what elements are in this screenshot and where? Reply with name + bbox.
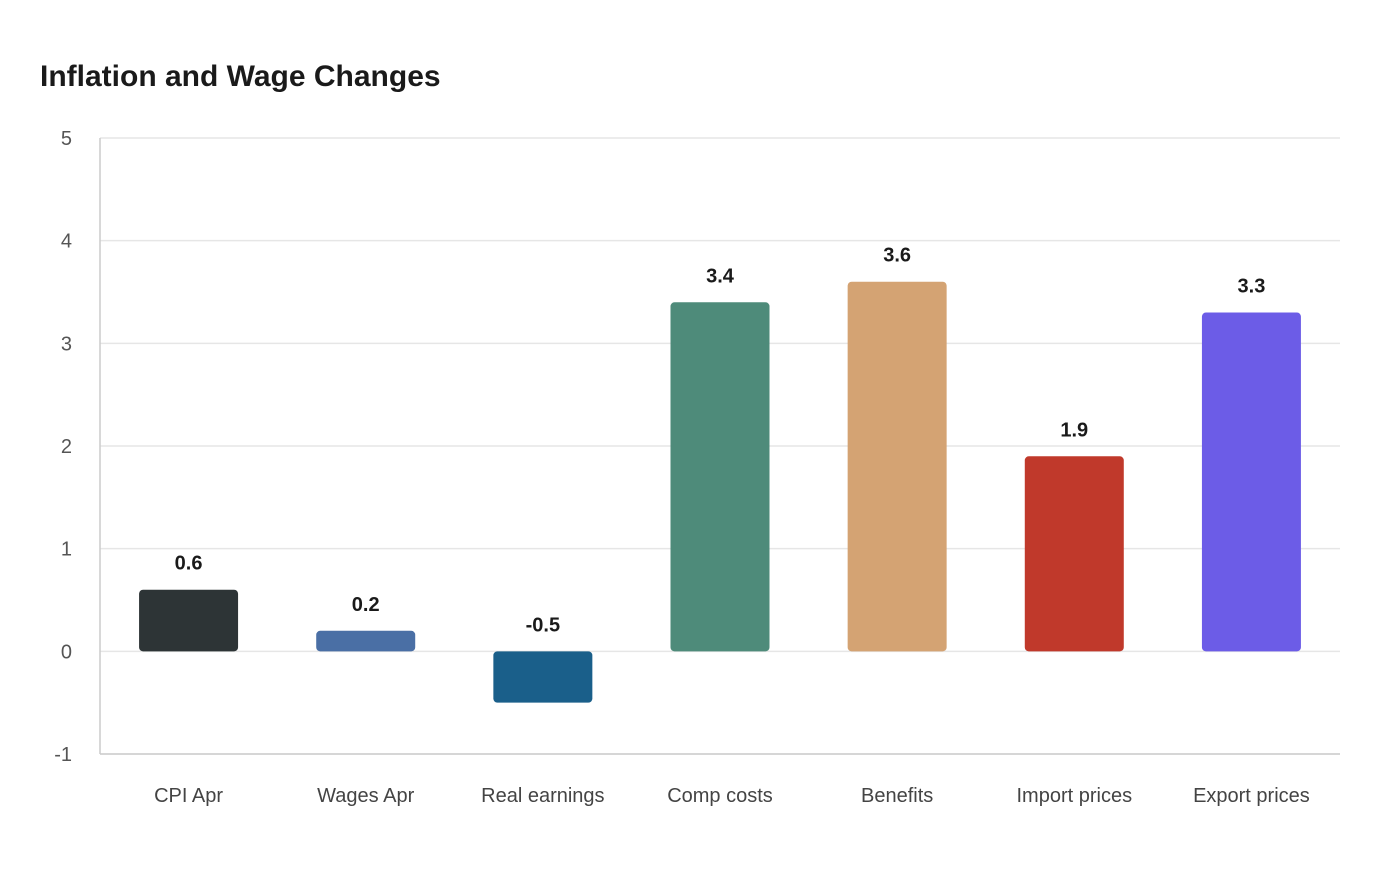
data-label: 3.6 (883, 245, 911, 267)
bar (670, 302, 770, 652)
data-label: 1.9 (1060, 419, 1088, 441)
chart-title: Inflation and Wage Changes (40, 60, 441, 93)
x-tick-label: CPI Apr (154, 785, 223, 807)
data-label: 0.2 (352, 594, 380, 616)
y-tick-label: 4 (61, 231, 72, 253)
y-tick-label: -1 (54, 744, 72, 766)
x-tick-label: Comp costs (667, 785, 773, 807)
data-label: -0.5 (526, 614, 560, 636)
x-tick-label: Export prices (1193, 785, 1310, 807)
y-tick-label: 5 (61, 128, 72, 150)
data-label: 0.6 (175, 553, 203, 575)
bar (139, 589, 239, 652)
y-tick-label: 3 (61, 333, 72, 355)
data-label: 3.3 (1238, 276, 1266, 298)
bar (316, 630, 416, 652)
x-tick-label: Benefits (861, 785, 933, 807)
y-tick-label: 2 (61, 436, 72, 458)
y-tick-label: 0 (61, 641, 72, 663)
bar (1024, 456, 1124, 652)
x-tick-label: Wages Apr (317, 785, 414, 807)
bar (1201, 312, 1301, 652)
x-tick-label: Import prices (1016, 785, 1132, 807)
x-tick-label: Real earnings (481, 785, 604, 807)
data-label: 3.4 (706, 265, 735, 287)
bar (847, 281, 947, 652)
bar (493, 651, 593, 703)
y-tick-label: 1 (61, 539, 72, 561)
